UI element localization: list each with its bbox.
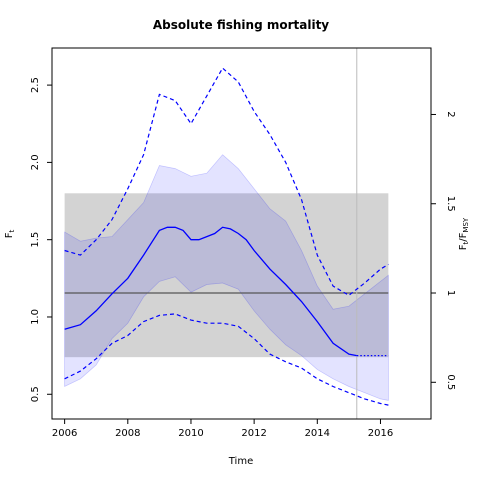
right-tick-label: 1 (445, 290, 456, 296)
right-tick-label: 1.5 (445, 196, 456, 212)
plot-area (64, 48, 389, 419)
y-axis-label-left: Ft (4, 229, 16, 238)
x-tick-label: 2016 (368, 428, 393, 439)
estimate-line (64, 226, 357, 357)
plot-frame (51, 47, 432, 420)
x-axis-label: Time (228, 456, 253, 467)
y-tick-label: 1.0 (30, 309, 41, 325)
fmsy-ci-region (64, 193, 389, 358)
y-tick-label: 2.5 (30, 77, 41, 93)
right-tick-label: 2 (445, 111, 456, 117)
x-tick-label: 2008 (115, 428, 140, 439)
ci-band (64, 154, 389, 401)
y-tick-label: 2.0 (30, 154, 41, 170)
x-tick-label: 2014 (305, 428, 330, 439)
y-tick-label: 1.5 (30, 232, 41, 248)
chart-title: Absolute fishing mortality (153, 18, 329, 32)
x-tick-label: 2010 (178, 428, 203, 439)
axes: 2006 2008 2010 2012 2014 2016 0.5 1.0 1.5 2.0 2.5 0… (30, 47, 456, 439)
y-tick-label: 0.5 (30, 386, 41, 402)
x-tick-label: 2012 (241, 428, 266, 439)
y-axis-label-right: Ft/FMSY (458, 217, 470, 250)
right-tick-label: 0.5 (445, 374, 456, 390)
ci-lower-line (64, 313, 389, 406)
ci-upper-line (64, 67, 389, 297)
x-tick-label: 2006 (52, 428, 77, 439)
